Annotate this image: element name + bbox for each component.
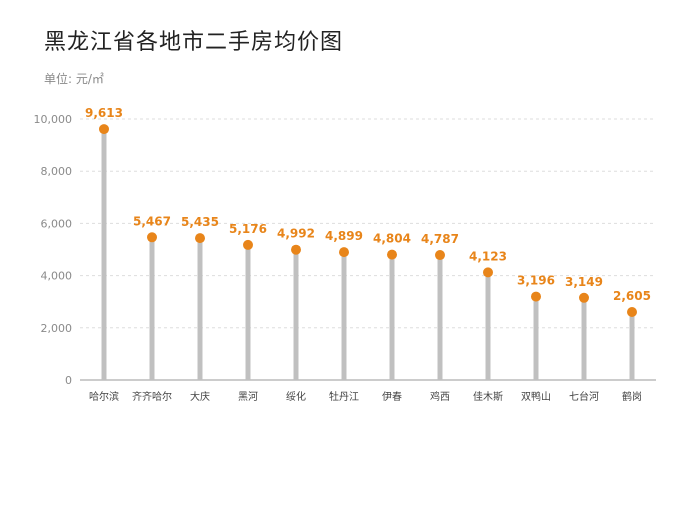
data-label: 3,196 (517, 274, 555, 288)
x-tick-label: 双鸭山 (521, 390, 551, 403)
lollipop-dot (579, 292, 589, 303)
lollipop-dot (387, 249, 397, 260)
data-label: 2,605 (613, 289, 651, 303)
lollipop-dot (243, 239, 253, 250)
lollipop-dot (339, 247, 349, 258)
x-tick-label: 七台河 (569, 390, 599, 403)
unit-label: 单位: 元/㎡ (44, 72, 104, 86)
x-tick-label: 黑河 (238, 391, 258, 403)
lollipop-dot (483, 267, 493, 278)
x-tick-label: 佳木斯 (473, 390, 503, 403)
y-tick-label: 0 (65, 374, 72, 387)
lollipop-dot (195, 233, 205, 244)
x-tick-label: 哈尔滨 (89, 390, 119, 403)
y-tick-label: 2,000 (41, 322, 73, 335)
lollipop-dot (147, 232, 157, 243)
x-tick-label: 鹤岗 (622, 390, 642, 403)
x-tick-label: 齐齐哈尔 (132, 390, 172, 403)
data-label: 4,992 (277, 227, 315, 241)
x-tick-label: 鸡西 (430, 390, 450, 403)
data-label: 4,787 (421, 232, 459, 246)
data-label: 4,804 (373, 232, 411, 246)
lollipop-dot (531, 291, 541, 302)
y-tick-label: 6,000 (41, 217, 73, 230)
data-label: 4,899 (325, 229, 363, 243)
lollipop-dot (99, 124, 109, 135)
data-label: 5,176 (229, 222, 267, 236)
data-label: 5,435 (181, 215, 219, 229)
x-tick-label: 伊春 (382, 391, 402, 403)
data-label: 3,149 (565, 275, 603, 289)
x-tick-label: 牡丹江 (329, 390, 359, 403)
x-tick-label: 大庆 (190, 390, 210, 403)
data-label: 9,613 (85, 106, 123, 120)
data-label: 4,123 (469, 249, 507, 263)
lollipop-dot (627, 307, 637, 318)
lollipop-dot (435, 250, 445, 261)
x-tick-label: 绥化 (286, 390, 306, 403)
chart-title: 黑龙江省各地市二手房均价图 (44, 30, 344, 55)
data-label: 5,467 (133, 214, 171, 228)
lollipop-dot (291, 244, 301, 255)
y-tick-label: 4,000 (41, 270, 73, 283)
y-tick-label: 8,000 (41, 165, 73, 178)
y-tick-label: 10,000 (34, 113, 73, 126)
